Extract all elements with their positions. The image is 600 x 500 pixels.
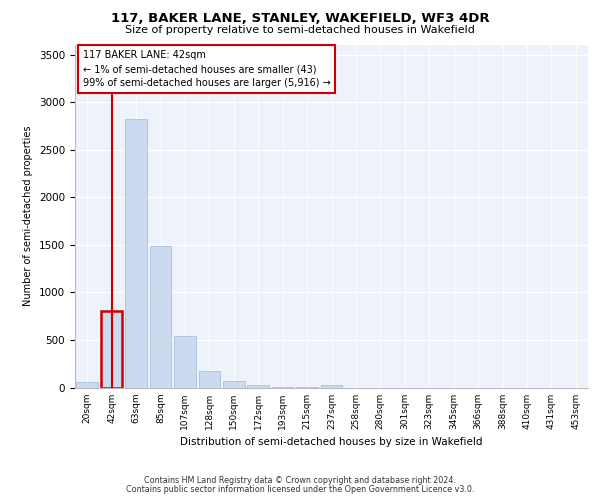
Bar [321, 385, 342, 388]
Bar [199, 372, 220, 388]
Text: 117 BAKER LANE: 42sqm
← 1% of semi-detached houses are smaller (43)
99% of semi-: 117 BAKER LANE: 42sqm ← 1% of semi-detac… [83, 50, 331, 88]
Bar [174, 336, 196, 388]
Text: Size of property relative to semi-detached houses in Wakefield: Size of property relative to semi-detach… [125, 25, 475, 35]
Bar [101, 312, 122, 388]
Bar [125, 119, 147, 388]
Text: 117, BAKER LANE, STANLEY, WAKEFIELD, WF3 4DR: 117, BAKER LANE, STANLEY, WAKEFIELD, WF3… [110, 12, 490, 26]
Bar [223, 381, 245, 388]
Text: Contains HM Land Registry data © Crown copyright and database right 2024.: Contains HM Land Registry data © Crown c… [144, 476, 456, 485]
Bar [272, 386, 293, 388]
Bar [150, 246, 171, 388]
X-axis label: Distribution of semi-detached houses by size in Wakefield: Distribution of semi-detached houses by … [180, 437, 483, 447]
Y-axis label: Number of semi-detached properties: Number of semi-detached properties [23, 126, 34, 306]
Bar [247, 385, 269, 388]
Text: Contains public sector information licensed under the Open Government Licence v3: Contains public sector information licen… [126, 485, 474, 494]
Bar [76, 382, 98, 388]
